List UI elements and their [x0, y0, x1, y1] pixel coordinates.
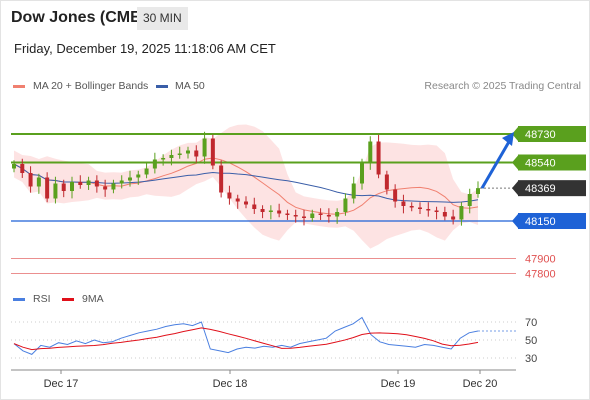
candle-body — [86, 180, 91, 185]
rsi-line — [13, 316, 479, 355]
candle-body — [310, 213, 315, 218]
candle-body — [161, 158, 166, 160]
candle-body — [442, 212, 447, 217]
candle-body — [384, 174, 389, 190]
ma20-legend-swatch — [13, 85, 25, 88]
x-axis-label: Dec 19 — [381, 378, 416, 390]
candle-body — [235, 198, 240, 202]
ma9-legend-label: 9MA — [82, 293, 104, 305]
provider-credit: Research © 2025 Trading Central — [424, 80, 581, 92]
candle-body — [70, 182, 74, 191]
candle-body — [136, 174, 141, 178]
candle-body — [12, 164, 16, 169]
candle-body — [401, 201, 406, 206]
last-price-value: 48369 — [525, 183, 556, 195]
candle-body — [45, 177, 50, 199]
support-tag-pointer-48150 — [512, 214, 518, 228]
target-value-47900: 47900 — [525, 254, 556, 266]
ma20-legend-label: MA 20 + Bollinger Bands — [33, 80, 149, 92]
resistance-tag-48540 — [518, 154, 586, 171]
chart-header: Dow Jones (CME) 30 MIN — [0, 0, 590, 36]
instrument-title: Dow Jones (CME) — [11, 9, 147, 26]
candle-body — [268, 210, 273, 212]
candle-body — [260, 209, 265, 212]
projection-arrow-head — [502, 132, 514, 146]
ma50-legend-label: MA 50 — [175, 80, 205, 92]
candle-body — [152, 159, 157, 169]
candle-body — [111, 183, 116, 190]
candle-body — [119, 180, 124, 184]
support-tag-48150 — [518, 213, 586, 229]
candle-body — [318, 213, 323, 215]
candle-body — [451, 216, 456, 220]
last-price-tag — [518, 180, 586, 197]
candle-body — [103, 186, 108, 190]
candle-body — [194, 150, 199, 157]
target-value-47800: 47800 — [525, 269, 556, 281]
candle-body — [376, 141, 381, 175]
rsi-legend-swatch — [13, 298, 25, 301]
rsi-tick-label: 70 — [525, 317, 537, 329]
x-axis-label: Dec 18 — [213, 378, 248, 390]
support-value-48150: 48150 — [525, 216, 556, 228]
candle-body — [94, 180, 99, 187]
candle-body — [186, 150, 190, 154]
candle-body — [36, 177, 41, 187]
candle-body — [210, 138, 215, 166]
candle-body — [434, 210, 439, 212]
interval-badge[interactable]: 30 MIN — [137, 7, 188, 30]
candle-body — [202, 138, 207, 157]
candle-body — [302, 216, 306, 218]
candle-body — [244, 201, 248, 205]
candle-body — [343, 198, 348, 212]
candle-body — [467, 194, 472, 206]
projection-arrow-shaft — [480, 139, 512, 189]
candle-body — [169, 155, 174, 158]
candle-body — [277, 210, 282, 214]
candle-body — [53, 183, 58, 199]
bollinger-band — [14, 124, 478, 249]
x-axis-label: Dec 20 — [463, 378, 498, 390]
candle-body — [61, 183, 66, 191]
x-axis-label: Dec 17 — [44, 378, 79, 390]
candle-body — [418, 207, 422, 209]
candle-body — [360, 162, 364, 184]
candle-body — [426, 209, 431, 211]
candle-body — [393, 189, 398, 202]
candle-body — [78, 182, 83, 185]
candle-body — [20, 164, 25, 173]
ma50-legend-swatch — [156, 85, 168, 88]
candle-body — [335, 212, 340, 217]
candle-body — [144, 168, 149, 175]
candle-body — [409, 206, 414, 208]
ma9-legend-swatch — [62, 298, 74, 301]
resistance-tag-pointer-48540 — [512, 155, 518, 170]
rsi-ma-line — [13, 327, 479, 351]
candle-body — [128, 177, 132, 181]
resistance-value-48540: 48540 — [525, 158, 556, 170]
candle-body — [219, 165, 224, 193]
candle-body — [351, 183, 356, 199]
candle-body — [368, 141, 373, 163]
candle-body — [252, 204, 257, 209]
ma50-line — [13, 163, 479, 203]
rsi-tick-label: 30 — [525, 353, 537, 365]
rsi-tick-label: 50 — [525, 335, 537, 347]
resistance-tag-pointer-48730 — [512, 127, 518, 141]
resistance-tag-48730 — [518, 126, 586, 142]
candle-body — [285, 213, 290, 215]
candle-body — [459, 206, 464, 220]
candle-body — [476, 188, 480, 194]
candle-body — [177, 153, 182, 155]
rsi-legend-label: RSI — [33, 293, 51, 305]
timestamp: Friday, December 19, 2025 11:18:06 AM CE… — [14, 41, 276, 56]
resistance-value-48730: 48730 — [525, 129, 556, 141]
candle-body — [293, 215, 298, 217]
candle-body — [326, 215, 331, 217]
last-price-tag-pointer — [512, 181, 518, 196]
candle-body — [227, 192, 232, 199]
ma20-line — [13, 157, 479, 215]
candle-body — [28, 173, 33, 187]
